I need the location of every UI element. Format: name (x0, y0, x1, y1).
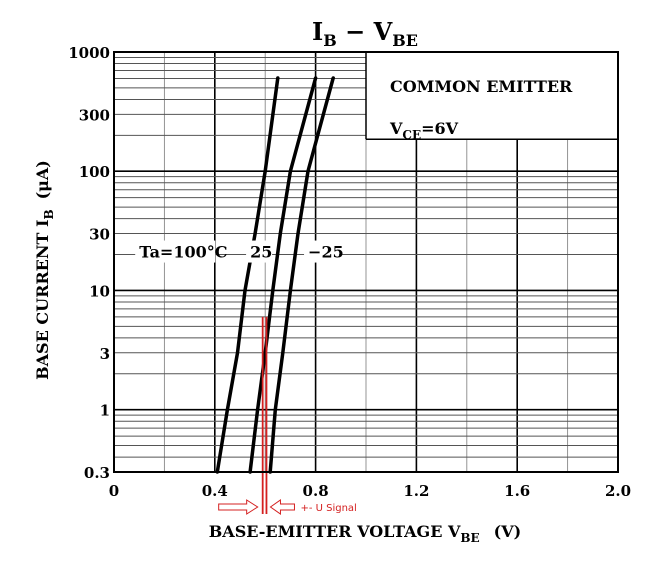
series-label-1: 25 (250, 243, 272, 262)
info-common-emitter: COMMON EMITTER (390, 77, 573, 96)
series-label-bg (135, 240, 216, 263)
y-tick-label: 1000 (68, 44, 110, 62)
title-dash-v: − V (337, 17, 393, 46)
x-axis-label-unit: (V) (494, 522, 522, 541)
series-line-1 (248, 76, 318, 474)
x-axis-label-main: BASE-EMITTER VOLTAGE V (209, 522, 461, 541)
y-tick-label: 0.3 (84, 464, 110, 482)
series-label-bg (304, 240, 340, 263)
y-tick-label: 1 (100, 402, 110, 420)
signal-annotation: +- U Signal (218, 316, 357, 515)
series-label-0: Ta=100°C (139, 243, 227, 262)
x-axis-label-sub: BE (460, 531, 479, 545)
y-tick-label: 30 (89, 226, 110, 244)
x-tick-label: 1.2 (403, 482, 429, 500)
x-tick-label: 1.6 (504, 482, 530, 500)
info-vce-main: V (389, 119, 403, 138)
series-label-bg (246, 240, 273, 263)
x-tick-label: 0.4 (202, 482, 228, 500)
y-axis-label-unit: (μA) (33, 160, 52, 199)
series-line-0 (215, 76, 280, 474)
title-b: B (323, 31, 337, 50)
series-line-2 (268, 76, 335, 474)
y-tick-label: 300 (79, 106, 110, 124)
plot-frame (113, 51, 619, 473)
title-i: I (312, 17, 323, 46)
signal-arrow-left (269, 499, 295, 515)
signal-annotation-text: +- U Signal (300, 503, 356, 514)
series-labels: Ta=100°C 25 −25 (135, 240, 344, 263)
ticks: 0 0.4 0.8 1.2 1.6 2.0 0.3 1 3 10 30 100 300 1000 (68, 44, 631, 500)
x-tick-label: 2.0 (605, 482, 631, 500)
y-axis-label: BASE CURRENT IB (μA) (33, 160, 56, 380)
series-label-2: −25 (308, 243, 344, 262)
info-vce: VCE=6V (389, 119, 459, 142)
title-be: BE (392, 31, 418, 50)
info-box: COMMON EMITTER VCE=6V (365, 52, 618, 142)
x-tick-label: 0.8 (303, 482, 329, 500)
series (215, 76, 335, 474)
y-tick-label: 100 (79, 163, 110, 181)
y-tick-label: 3 (100, 345, 110, 363)
y-tick-label: 10 (89, 282, 110, 300)
info-vce-rest: =6V (421, 119, 459, 138)
info-box-background (366, 52, 618, 140)
x-axis-label: BASE-EMITTER VOLTAGE VBE (V) (209, 522, 521, 545)
x-tick-label: 0 (109, 482, 119, 500)
y-axis-label-sub: B (42, 209, 56, 219)
signal-arrow-right (218, 499, 259, 515)
chart-title: IB − VBE (312, 17, 418, 50)
y-axis-label-main: BASE CURRENT I (33, 220, 52, 380)
